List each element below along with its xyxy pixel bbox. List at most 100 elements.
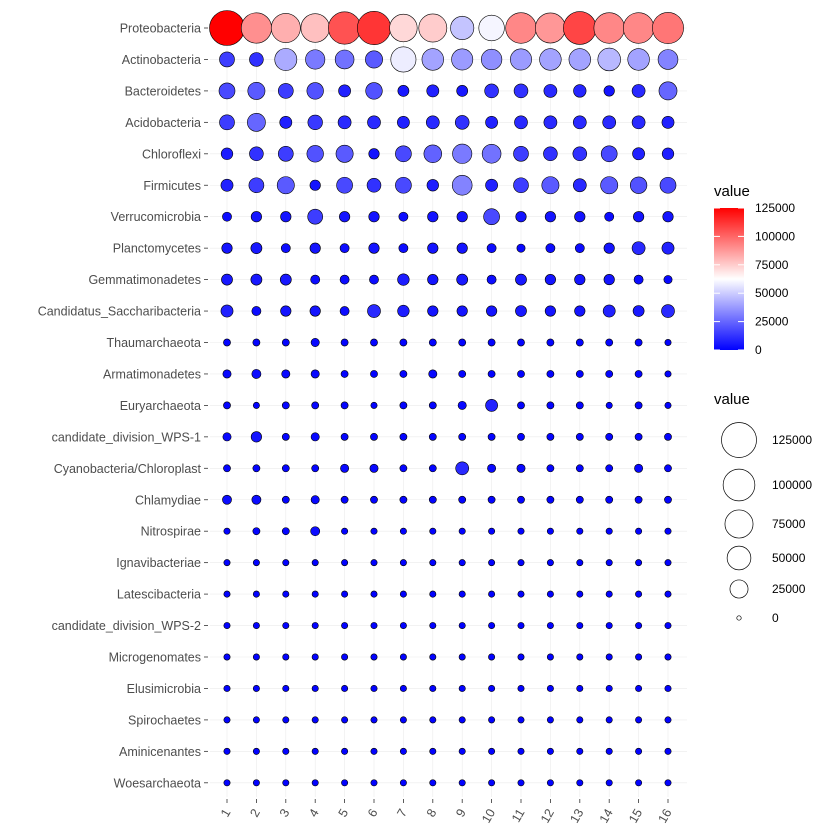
bubble [634,432,643,441]
bubble [576,527,584,535]
bubble [399,747,407,755]
y-tick-label: Woesarchaeota [114,776,201,790]
bubble [658,81,678,101]
bubble [456,242,468,254]
bubble [543,146,558,162]
bubble [488,747,496,755]
bubble [222,369,232,379]
x-tick-label: 15 [626,806,645,825]
color-legend-label: 50000 [755,286,789,300]
bubble [251,369,262,379]
bubble [516,463,526,473]
bubble [281,401,290,410]
bubble [546,622,554,630]
bubble [328,11,362,45]
bubble [250,242,263,254]
bubble [662,211,674,223]
bubble [429,779,437,787]
bubble [274,48,298,71]
bubble [310,526,321,537]
bubble [484,83,499,99]
bubble [247,81,266,100]
bubble [517,622,525,630]
bubble [280,305,292,317]
bubble [451,48,474,71]
bubble [517,653,525,661]
bubble [357,11,391,45]
bubble [517,684,525,692]
bubble [389,13,418,43]
size-legend-key [736,615,742,621]
bubble [311,590,319,598]
bubble [458,779,466,787]
bubble [340,495,349,504]
y-tick-label: Planctomycetes [113,242,201,256]
bubbles [209,10,684,787]
bubble [429,684,437,692]
bubble [664,432,672,441]
bubble [310,495,320,505]
bubble [454,115,470,130]
bubble [279,115,293,129]
y-tick-label: Euryarchaeota [120,399,201,413]
bubble [575,338,584,347]
bubble [252,684,260,692]
bubble [428,464,437,473]
y-tick-label: Spirochaetes [128,713,201,727]
x-tick-label: 9 [453,806,469,819]
bubble [486,274,497,285]
bubble [605,747,613,755]
bubble [458,432,467,441]
bubble [209,10,245,46]
bubble [456,85,469,97]
bubble [311,716,319,724]
bubble [517,338,525,347]
bubble [221,242,233,254]
bubble [425,115,440,130]
bubble [572,178,587,193]
bubble [539,48,562,71]
bubble [576,622,584,630]
y-tick-label: Chloroflexi [142,147,201,161]
bubble [605,527,613,535]
bubble [517,590,525,598]
x-tick-label: 11 [509,806,528,824]
bubble [458,495,467,504]
bubble [223,464,231,473]
bubble [340,370,349,378]
bubble [485,178,498,192]
bubble [429,716,437,724]
bubble [429,653,437,661]
bubble [546,779,554,787]
bubble [428,432,437,441]
bubble [485,399,498,412]
bubble [252,464,261,473]
bubble [339,211,351,223]
bubble [535,12,566,44]
bubble [282,559,290,567]
bubble [281,338,290,347]
size-legend-key [722,468,756,502]
bubble [281,432,290,441]
bubble [281,464,290,473]
bubble [370,590,378,598]
bubble [627,48,650,71]
bubble [281,369,291,379]
bubble [252,401,260,409]
bubble [421,48,444,71]
grid-lines [210,14,687,797]
bubble [399,622,407,630]
bubble [282,590,290,598]
bubble [311,653,319,661]
bubble [282,716,290,724]
bubble [575,432,584,441]
bubble [513,177,529,194]
bubble [368,211,380,223]
y-tick-label: Chlamydiae [135,493,201,507]
bubble [311,401,320,410]
bubble [517,432,525,441]
bubble [576,653,584,661]
bubble [399,495,408,504]
bubble [427,305,439,317]
bubble [369,274,379,285]
